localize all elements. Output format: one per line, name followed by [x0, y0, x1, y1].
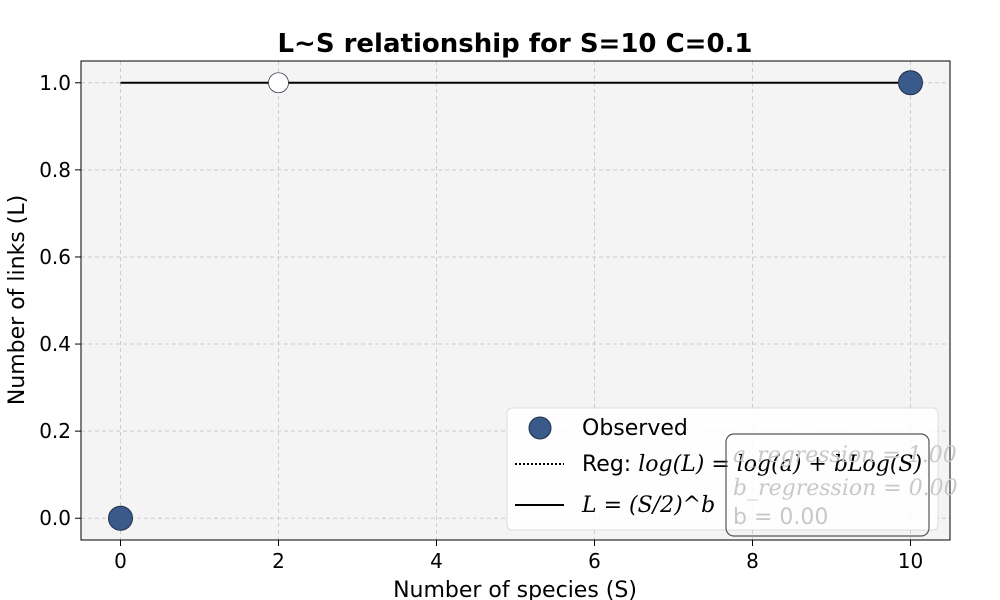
y-tick-label: 0.6: [39, 245, 71, 269]
legend-power-label: L = (S/2)^b: [581, 493, 715, 518]
x-tick-label: 0: [114, 549, 127, 573]
x-tick-label: 8: [746, 549, 759, 573]
legend-observed-label: Observed: [582, 416, 688, 441]
legend-observed-marker: [528, 416, 552, 440]
annotation-box: a_regression = 1.00 b_regression = 0.00 …: [725, 433, 958, 537]
y-axis-label: Number of links (L): [5, 195, 30, 405]
legend-reg-label: Reg: log(L) = log(a) + bLog(S): [582, 452, 922, 477]
x-tick-label: 4: [430, 549, 443, 573]
observed-point: [108, 505, 133, 531]
legend-reg-prefix: Reg:: [582, 452, 638, 477]
series: [108, 70, 923, 531]
plot-frame: [80, 60, 951, 541]
y-tick-label: 0.2: [39, 419, 71, 443]
legend-box: [506, 407, 939, 531]
legend-reg-formula: log(L) = log(a) + bLog(S): [638, 452, 922, 477]
legend: Observed Reg: log(L) = log(a) + bLog(S) …: [506, 407, 939, 531]
y-tick-label: 1.0: [39, 71, 71, 95]
x-tick-label: 2: [272, 549, 285, 573]
observed-point: [898, 70, 923, 96]
y-tick-label: 0.8: [39, 158, 71, 182]
annotation-b: b = 0.00: [733, 505, 828, 530]
x-tick-label: 6: [588, 549, 601, 573]
open-point: [268, 72, 289, 94]
annotation-b-regression: b_regression = 0.00: [733, 476, 958, 501]
x-tick-label: 10: [898, 549, 923, 573]
x-axis-label: Number of species (S): [393, 578, 637, 600]
chart-title: L~S relationship for S=10 C=0.1: [277, 29, 752, 59]
annotation-a: a_regression = 1.00: [733, 443, 957, 468]
ticks: 0 2 4 6 8 10 0.0 0.2 0.4 0.6 0.8 1.0: [39, 71, 923, 573]
y-tick-label: 0.0: [39, 506, 71, 530]
annotation-frame: [725, 433, 930, 537]
y-tick-label: 0.4: [39, 332, 71, 356]
